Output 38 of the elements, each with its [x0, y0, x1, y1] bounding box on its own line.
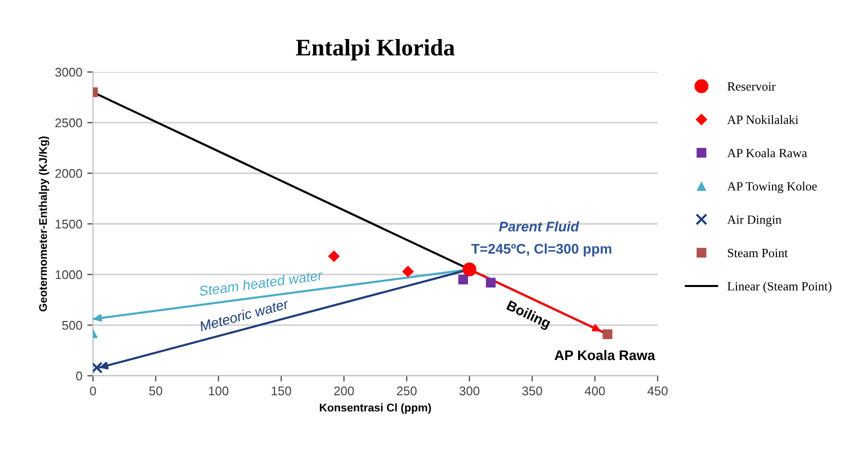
point	[486, 278, 496, 288]
x-tick-label: 150	[272, 386, 292, 396]
x-tick-label: 450	[648, 386, 668, 396]
point	[92, 362, 103, 374]
y-tick-label: 1500	[56, 220, 82, 229]
x-tick-label: 400	[584, 386, 605, 396]
annotation: Parent Fluid	[499, 221, 580, 232]
legend-label: AP Koala Rawa	[727, 148, 807, 158]
legend-label: Linear (Steam Point)	[727, 282, 832, 294]
legend-label: AP Nokilalaki	[727, 115, 798, 124]
legend-label: Reservoir	[727, 82, 776, 91]
annotation: T=245ºC, Cl=300 ppm	[471, 244, 612, 256]
x-axis-title: Konsentrasi Cl (ppm)	[320, 403, 431, 414]
y-tick-label: 3000	[55, 68, 82, 77]
y-tick-label: 0	[76, 372, 82, 380]
y-tick-label: 2500	[55, 118, 82, 128]
point	[462, 262, 476, 276]
point	[402, 266, 414, 278]
x-tick-label: 200	[334, 386, 354, 396]
x-tick-label: 50	[149, 386, 162, 396]
annotation: Meteoric water	[198, 298, 290, 332]
annotation: AP Koala Rawa	[554, 350, 656, 360]
point	[328, 250, 340, 262]
x-tick-label: 350	[522, 386, 542, 396]
x-tick-label: 250	[396, 386, 417, 396]
x-tick-label: 100	[208, 386, 228, 396]
legend-label: Air Dingin	[727, 215, 782, 226]
legend-label: AP Towing Koloe	[727, 182, 817, 194]
chart-title: Entalpi Klorida	[296, 38, 455, 60]
point	[458, 274, 468, 284]
x-tick-label: 0	[90, 386, 96, 396]
y-tick-label: 2000	[55, 169, 82, 178]
y-tick-label: 1000	[56, 270, 82, 280]
annotation: Steam heated water	[198, 270, 324, 296]
y-tick-label: 500	[62, 320, 82, 330]
y-axis-title: Geotermometer-Enthalpy (KJ/Kg)	[38, 136, 50, 312]
legend-label: Steam Point	[728, 248, 788, 258]
x-tick-label: 300	[459, 386, 480, 396]
